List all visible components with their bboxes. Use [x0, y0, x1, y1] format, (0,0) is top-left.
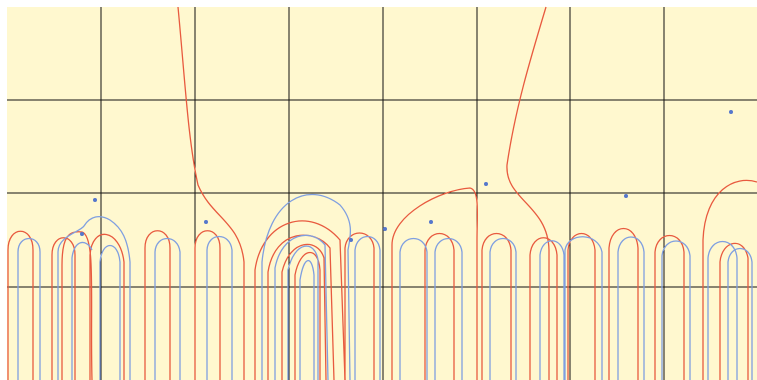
zero-point: [93, 198, 97, 202]
red-curve: [702, 179, 757, 380]
blue-curve: [489, 237, 517, 380]
red-curve: [194, 230, 221, 380]
blue-curve: [99, 244, 121, 380]
blue-curve: [617, 236, 645, 380]
red-curve: [177, 6, 245, 380]
blue-curve: [707, 241, 738, 380]
blue-curve: [154, 237, 181, 380]
blue-curve: [299, 259, 315, 380]
zero-point: [349, 238, 353, 242]
red-curve: [529, 237, 558, 380]
red-curve: [567, 233, 596, 380]
red-curve: [506, 6, 550, 380]
zero-point: [729, 110, 733, 114]
red-curve: [254, 220, 346, 380]
grid: [7, 7, 757, 380]
red-curve: [719, 242, 749, 380]
red-curves: [7, 6, 757, 380]
blue-curve: [17, 237, 41, 380]
red-curve: [424, 233, 455, 380]
red-curve: [281, 243, 327, 380]
red-curve: [144, 230, 171, 380]
blue-curve: [287, 245, 319, 380]
red-curve: [7, 230, 34, 380]
red-curve: [344, 232, 375, 380]
blue-curve: [261, 193, 352, 380]
blue-curve: [274, 234, 329, 380]
zero-point: [624, 194, 628, 198]
blue-curve: [71, 241, 93, 380]
blue-curve: [434, 237, 463, 380]
blue-curve: [539, 240, 565, 380]
blue-curve: [661, 240, 691, 380]
zero-point: [429, 220, 433, 224]
red-curve: [654, 235, 685, 380]
zero-point: [484, 182, 488, 186]
red-curve: [61, 231, 93, 380]
red-curve: [608, 228, 639, 380]
red-curve: [89, 233, 125, 380]
blue-curve: [57, 215, 131, 380]
zero-point: [204, 220, 208, 224]
red-curve: [481, 233, 512, 380]
red-curve: [391, 187, 479, 380]
red-curve: [267, 234, 335, 380]
blue-curve: [354, 235, 381, 380]
red-curve: [294, 251, 321, 380]
blue-curve: [206, 235, 233, 380]
blue-curve: [727, 247, 753, 380]
zero-point: [383, 227, 387, 231]
blue-curve: [399, 237, 428, 380]
zero-points: [80, 110, 733, 242]
blue-curves: [17, 193, 753, 380]
zero-point: [80, 232, 84, 236]
blue-curve: [564, 236, 603, 380]
red-curve: [51, 237, 76, 380]
